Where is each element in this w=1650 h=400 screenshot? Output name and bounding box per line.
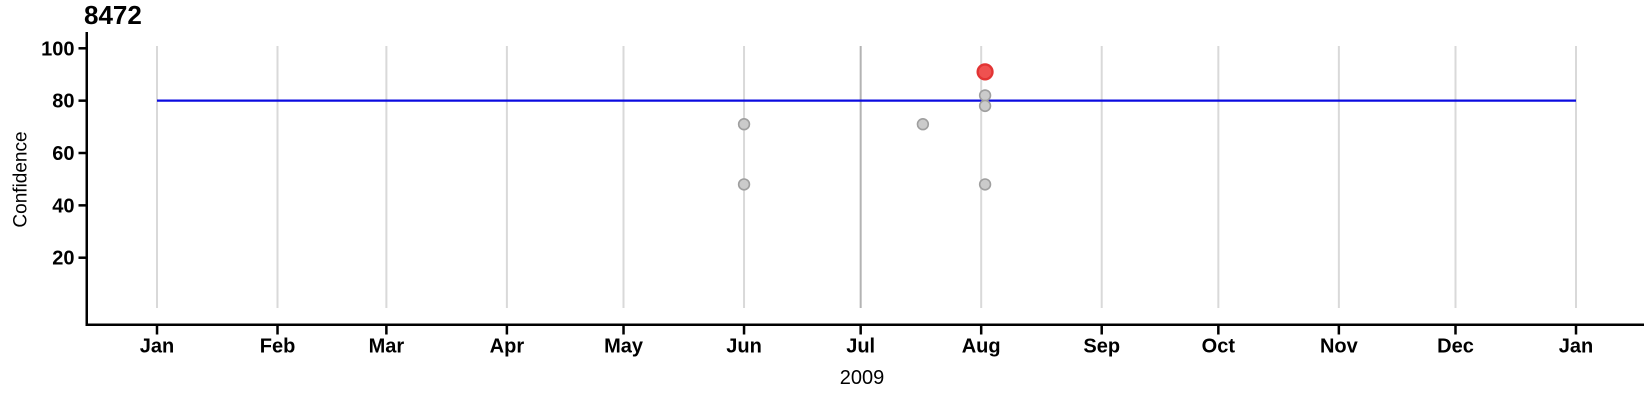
data-point[interactable] [978, 89, 992, 102]
x-tick-label: Apr [490, 336, 525, 358]
alert-data-point[interactable] [976, 63, 994, 81]
x-tick-label: Mar [369, 336, 405, 358]
y-tick-label: 80 [52, 91, 74, 113]
data-point[interactable] [978, 99, 992, 113]
x-tick-label: Sep [1083, 336, 1120, 358]
x-tick-label: Aug [962, 336, 1001, 358]
x-axis-year-label: 2009 [839, 367, 885, 389]
x-tick-label: Oct [1202, 336, 1236, 358]
x-tick-label: Jun [726, 336, 762, 358]
y-tick-label: 40 [52, 195, 74, 217]
x-tick-label: Jan [140, 336, 174, 358]
data-point[interactable] [737, 178, 751, 191]
data-point[interactable] [916, 118, 930, 131]
y-tick-label: 60 [52, 143, 74, 165]
y-tick-label: 100 [41, 38, 74, 60]
x-tick-label: Jul [846, 336, 875, 358]
chart-title: 8472 [84, 0, 142, 30]
x-tick-label: Dec [1437, 336, 1474, 358]
x-tick-label: Feb [260, 336, 296, 358]
data-point[interactable] [978, 178, 992, 191]
y-tick-label: 20 [52, 248, 74, 270]
x-tick-label: Jan [1559, 336, 1593, 358]
data-point[interactable] [737, 118, 751, 131]
x-tick-label: May [604, 336, 644, 358]
x-tick-label: Nov [1320, 336, 1359, 358]
